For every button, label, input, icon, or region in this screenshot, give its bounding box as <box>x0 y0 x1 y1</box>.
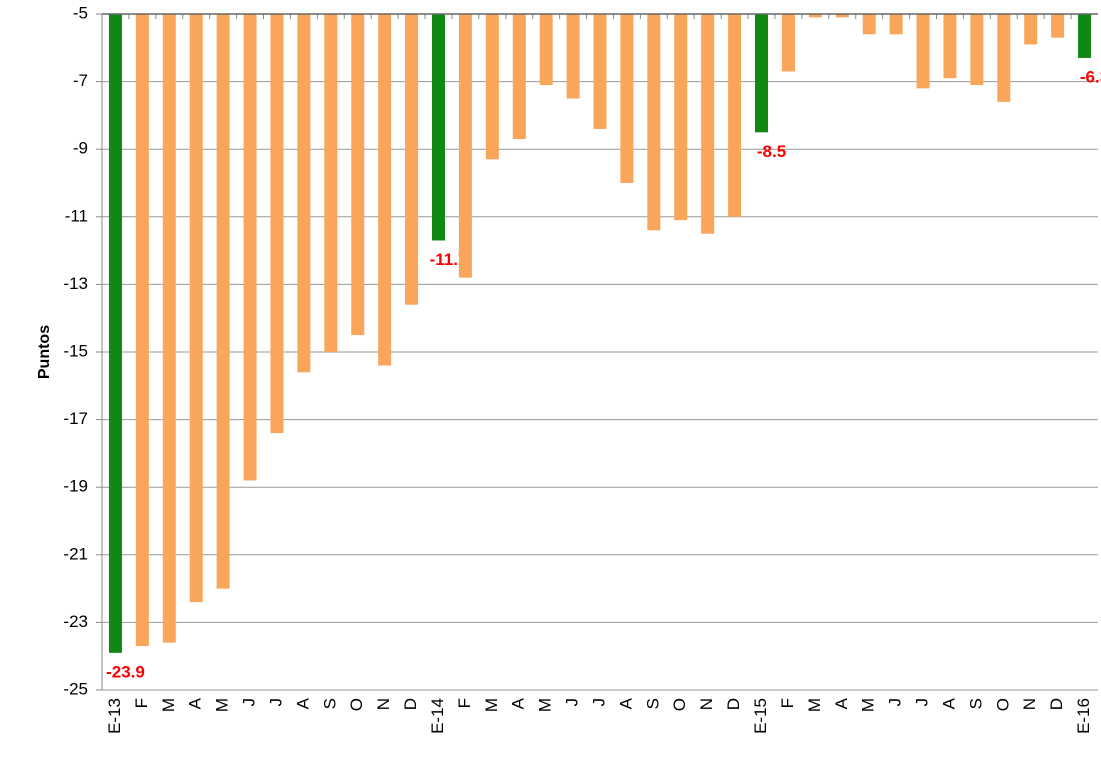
bar <box>189 14 203 603</box>
x-tick-label: E-15 <box>751 698 770 734</box>
x-tick-label: D <box>1047 698 1066 710</box>
bar <box>135 14 149 647</box>
x-tick-label: J <box>886 698 905 707</box>
bar <box>943 14 957 79</box>
y-tick-label: -7 <box>73 71 88 90</box>
x-tick-label: E-14 <box>428 698 447 734</box>
bar <box>701 14 715 234</box>
bar <box>916 14 930 89</box>
y-axis-label: Puntos <box>36 325 53 379</box>
bar <box>620 14 634 183</box>
bar <box>162 14 176 643</box>
x-tick-label: M <box>159 698 178 712</box>
x-tick-label: A <box>293 697 312 709</box>
x-tick-label: F <box>132 698 151 708</box>
bar <box>755 14 769 133</box>
bar <box>216 14 230 589</box>
x-tick-label: A <box>509 697 528 709</box>
x-tick-label: A <box>832 697 851 709</box>
x-tick-label: J <box>266 698 285 707</box>
y-tick-label: -11 <box>65 206 88 225</box>
x-tick-label: F <box>778 698 797 708</box>
x-tick-label: J <box>563 698 582 707</box>
data-label: -23.9 <box>106 662 145 681</box>
y-tick-label: -19 <box>63 477 88 496</box>
bar <box>458 14 472 278</box>
x-tick-label: D <box>401 698 420 710</box>
y-tick-label: -9 <box>73 139 88 158</box>
x-tick-label: J <box>913 698 932 707</box>
data-label: -11.7 <box>430 250 468 269</box>
x-tick-label: M <box>805 698 824 712</box>
bar <box>243 14 257 481</box>
x-tick-label: M <box>213 698 232 712</box>
bar <box>647 14 661 231</box>
y-tick-label: -15 <box>63 341 88 360</box>
bar <box>566 14 580 99</box>
x-tick-label: A <box>616 697 635 709</box>
x-tick-label: O <box>670 698 689 711</box>
bar <box>270 14 284 434</box>
x-tick-label: N <box>697 698 716 710</box>
bar <box>324 14 338 352</box>
x-tick-label: S <box>320 698 339 709</box>
y-tick-label: -25 <box>63 679 88 698</box>
bar <box>405 14 419 305</box>
bar <box>1051 14 1065 38</box>
bar <box>1024 14 1038 45</box>
bar <box>351 14 365 336</box>
bar <box>889 14 903 35</box>
x-tick-label: M <box>536 698 555 712</box>
y-tick-label: -17 <box>63 409 88 428</box>
y-tick-label: -13 <box>63 274 88 293</box>
y-tick-label: -5 <box>73 3 88 22</box>
y-tick-label: -23 <box>63 612 88 631</box>
x-tick-label: A <box>939 697 958 709</box>
bar <box>378 14 392 366</box>
x-tick-label: E-13 <box>105 698 124 734</box>
bar <box>1078 14 1092 58</box>
x-tick-label: J <box>240 698 259 707</box>
bar <box>297 14 311 373</box>
x-tick-label: J <box>589 698 608 707</box>
data-label: -8.5 <box>757 142 786 161</box>
x-tick-label: S <box>643 698 662 709</box>
bar <box>862 14 876 35</box>
y-tick-label: -21 <box>63 544 88 563</box>
bar <box>539 14 553 85</box>
x-tick-label: O <box>993 698 1012 711</box>
bar <box>728 14 742 217</box>
bar <box>485 14 499 160</box>
bar <box>970 14 984 85</box>
x-tick-label: M <box>859 698 878 712</box>
bar <box>835 14 849 18</box>
x-tick-label: E-16 <box>1074 698 1093 734</box>
bar <box>108 14 122 653</box>
x-tick-label: N <box>1020 698 1039 710</box>
bar <box>431 14 445 241</box>
bar <box>593 14 607 129</box>
x-tick-label: F <box>455 698 474 708</box>
bar <box>808 14 822 18</box>
x-tick-label: D <box>724 698 743 710</box>
x-tick-label: N <box>374 698 393 710</box>
x-tick-label: A <box>186 697 205 709</box>
bar <box>674 14 688 221</box>
bar <box>512 14 526 140</box>
bar <box>997 14 1011 102</box>
x-tick-label: S <box>966 698 985 709</box>
data-label: -6.3 <box>1080 67 1101 86</box>
bar <box>781 14 795 72</box>
x-tick-label: O <box>347 698 366 711</box>
x-tick-label: M <box>482 698 501 712</box>
